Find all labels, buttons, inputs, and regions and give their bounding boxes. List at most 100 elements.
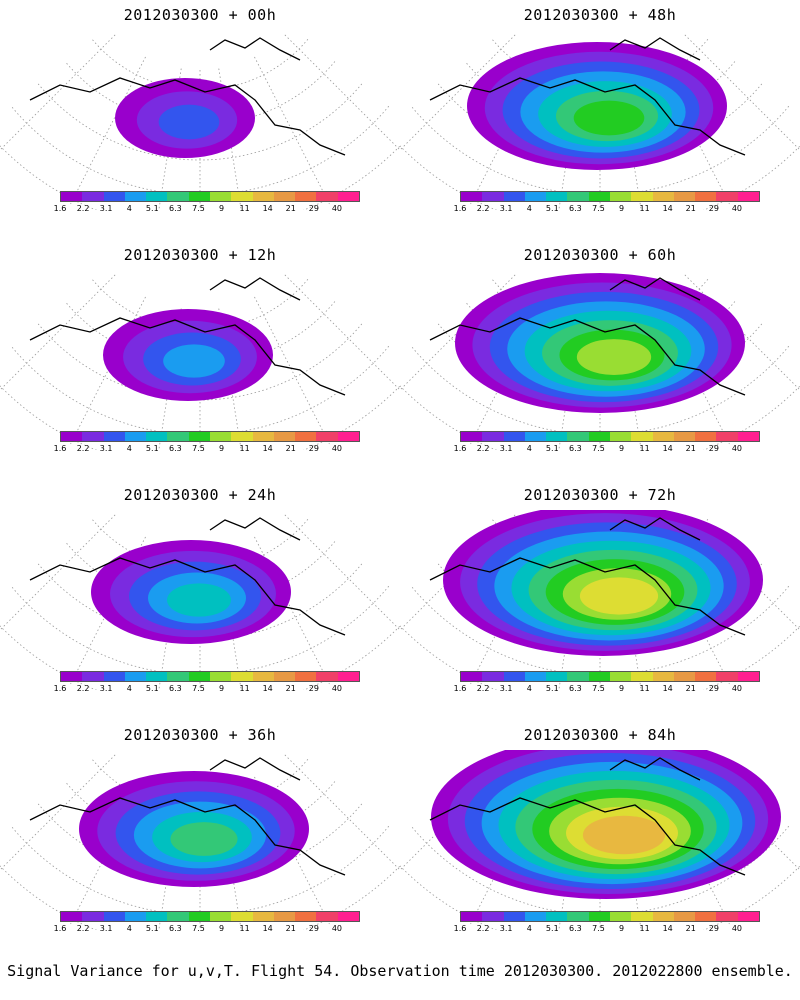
colorbar-tick-label: 1.6 bbox=[453, 924, 467, 933]
colorbar-tick-label: 6.3 bbox=[169, 924, 182, 933]
variance-map bbox=[400, 750, 800, 930]
colorbar-tick-label: 9 bbox=[619, 204, 625, 213]
colorbar-swatch bbox=[146, 432, 168, 441]
colorbar-tick-label: 7.5 bbox=[592, 204, 605, 213]
colorbar-swatch bbox=[252, 912, 274, 921]
colorbar-tick-label: 29 bbox=[708, 924, 719, 933]
colorbar-swatch bbox=[209, 432, 232, 441]
coastline bbox=[29, 277, 346, 396]
variance-field bbox=[115, 78, 255, 158]
colorbar-swatch bbox=[231, 672, 253, 681]
variance-contour bbox=[158, 104, 220, 140]
colorbar-swatch bbox=[209, 192, 232, 201]
colorbar-tick-label: 40 bbox=[331, 204, 343, 213]
colorbar-swatch bbox=[316, 672, 338, 681]
colorbar-labels: 1.6 2.2 3.1 4 5.1 6.3 7.5 9 11 14 21 29 40 bbox=[52, 204, 372, 216]
colorbar-swatch bbox=[295, 432, 317, 441]
variance-field bbox=[431, 750, 781, 899]
map-panel: 2012030300 + 72h 1.6 2.2 3.1 4 5.1 6.3 7.5 9 11 14… bbox=[400, 480, 800, 720]
colorbar-tick-label: 40 bbox=[731, 444, 743, 453]
colorbar-tick-label: 4 bbox=[526, 924, 532, 933]
colorbar-tick-label: 14 bbox=[262, 204, 273, 213]
colorbar-tick-label: 2.2 bbox=[476, 924, 490, 933]
variance-contour bbox=[163, 344, 225, 378]
colorbar-swatch bbox=[567, 672, 589, 681]
colorbar-swatch bbox=[673, 192, 696, 201]
colorbar-tick-label: 11 bbox=[239, 924, 250, 933]
colorbar-tick-label: 5.1 bbox=[545, 924, 559, 933]
colorbar-swatch bbox=[695, 432, 717, 441]
variance-field bbox=[91, 540, 291, 644]
colorbar-tick-label: 11 bbox=[239, 204, 250, 213]
colorbar bbox=[460, 431, 760, 442]
colorbar-swatch bbox=[146, 912, 168, 921]
variance-field bbox=[103, 309, 273, 401]
colorbar-swatch bbox=[588, 192, 610, 201]
variance-map bbox=[400, 510, 800, 690]
colorbar-swatch bbox=[209, 912, 232, 921]
colorbar bbox=[460, 671, 760, 682]
colorbar-swatch bbox=[716, 672, 738, 681]
colorbar-swatch bbox=[231, 912, 253, 921]
colorbar-swatch bbox=[146, 192, 168, 201]
colorbar-tick-label: 5.1 bbox=[545, 684, 559, 693]
coastline bbox=[429, 37, 746, 156]
colorbar-swatch bbox=[503, 192, 525, 201]
colorbar-swatch bbox=[673, 672, 696, 681]
colorbar-swatch bbox=[503, 672, 525, 681]
colorbar-swatch bbox=[546, 672, 568, 681]
map-panel: 2012030300 + 36h 1.6 2.2 3.1 4 5.1 6.3 7.5 9 11 14… bbox=[0, 720, 400, 960]
variance-field bbox=[455, 273, 745, 413]
colorbar-swatch bbox=[524, 432, 547, 441]
variance-map bbox=[0, 514, 400, 690]
panel-title: 2012030300 + 36h bbox=[123, 726, 277, 744]
colorbar-tick-label: 6.3 bbox=[169, 444, 182, 453]
colorbar-tick-label: 11 bbox=[239, 684, 250, 693]
colorbar-swatch bbox=[461, 912, 483, 921]
colorbar-tick-label: 4 bbox=[526, 684, 532, 693]
colorbar-tick-label: 1.6 bbox=[53, 924, 67, 933]
colorbar-swatch bbox=[252, 192, 274, 201]
map-panel: 2012030300 + 60h 1.6 2.2 3.1 4 5.1 6.3 7.5 9 11 14… bbox=[400, 240, 800, 480]
colorbar-tick-label: 29 bbox=[308, 924, 319, 933]
colorbar-swatch bbox=[567, 432, 589, 441]
colorbar-tick-label: 3.1 bbox=[499, 924, 513, 933]
colorbar-swatch bbox=[82, 432, 104, 441]
map-panel: 2012030300 + 00h 1.6 2.2 3.1 4 5.1 6.3 7.5 9 11 14… bbox=[0, 0, 400, 240]
colorbar-tick-label: 5.1 bbox=[145, 204, 159, 213]
colorbar-tick-label: 14 bbox=[662, 204, 673, 213]
colorbar-tick-label: 2.2 bbox=[76, 924, 90, 933]
colorbar-swatch bbox=[673, 912, 696, 921]
colorbar-swatch bbox=[652, 672, 674, 681]
colorbar-tick-label: 21 bbox=[285, 444, 296, 453]
colorbar-swatch bbox=[652, 912, 674, 921]
coastline bbox=[429, 757, 746, 876]
colorbar-tick-label: 1.6 bbox=[53, 444, 67, 453]
colorbar bbox=[60, 671, 360, 682]
variance-contour bbox=[576, 339, 652, 375]
colorbar-tick-label: 40 bbox=[331, 684, 343, 693]
colorbar-swatch bbox=[316, 192, 338, 201]
colorbar-tick-label: 2.2 bbox=[476, 444, 490, 453]
panel-title: 2012030300 + 12h bbox=[123, 246, 277, 264]
colorbar-tick-label: 4 bbox=[126, 684, 132, 693]
colorbar-swatch bbox=[609, 912, 632, 921]
colorbar-swatch bbox=[146, 672, 168, 681]
colorbar-tick-label: 40 bbox=[331, 444, 343, 453]
colorbar-swatch bbox=[673, 432, 696, 441]
colorbar-swatch bbox=[295, 912, 317, 921]
colorbar-swatch bbox=[273, 912, 296, 921]
colorbar-swatch bbox=[631, 672, 653, 681]
colorbar-tick-label: 21 bbox=[685, 924, 696, 933]
colorbar-tick-label: 7.5 bbox=[592, 924, 605, 933]
colorbar-tick-label: 9 bbox=[219, 924, 225, 933]
colorbar-labels: 1.6 2.2 3.1 4 5.1 6.3 7.5 9 11 14 21 29 40 bbox=[452, 684, 772, 696]
colorbar-swatch bbox=[737, 912, 759, 921]
variance-map bbox=[0, 274, 400, 450]
colorbar-tick-label: 7.5 bbox=[592, 444, 605, 453]
coastline bbox=[429, 277, 746, 396]
colorbar-swatch bbox=[103, 432, 125, 441]
colorbar-swatch bbox=[737, 432, 759, 441]
colorbar-tick-label: 2.2 bbox=[76, 444, 90, 453]
colorbar-tick-label: 2.2 bbox=[476, 204, 490, 213]
